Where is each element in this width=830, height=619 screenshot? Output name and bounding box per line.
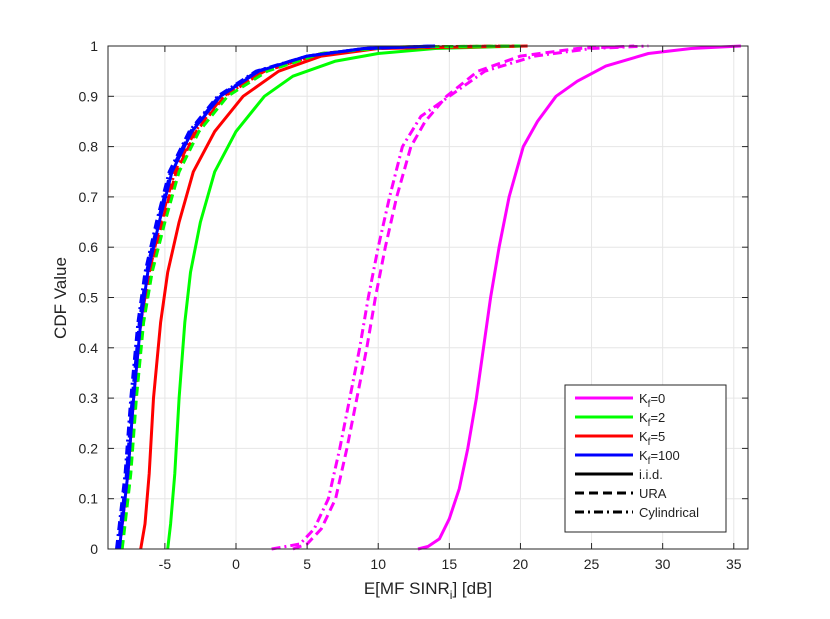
legend-entry-suffix: =0: [650, 391, 665, 406]
legend-entry-4: i.i.d.: [639, 467, 663, 482]
y-tick-label: 0.3: [79, 390, 99, 406]
legend-entry-suffix: =5: [650, 429, 665, 444]
x-tick-label: 0: [232, 556, 240, 572]
x-tick-label: 30: [655, 556, 671, 572]
y-tick-label: 0.8: [79, 139, 99, 155]
legend-entry-main: K: [639, 410, 648, 425]
x-axis-label: E[MF SINRi] [dB]: [364, 579, 492, 602]
ticks-group: -5 0 5 10 15 20 25 30 35 0 0.1 0.2 0.3 0.4 0.5 0.6 0.7 0.…: [79, 38, 748, 572]
legend-entry-2: Kf=5: [639, 429, 665, 448]
y-tick-label: 0.2: [79, 440, 99, 456]
x-tick-label: -5: [159, 556, 172, 572]
y-tick-label: 0.1: [79, 491, 99, 507]
legend-entry-sub: f: [648, 456, 651, 467]
x-tick-label: 20: [513, 556, 529, 572]
series-line-10: [117, 44, 436, 550]
legend-entry-0: Kf=0: [639, 391, 665, 410]
x-tick-label: 5: [303, 556, 311, 572]
series-line-0: [417, 44, 741, 551]
series-line-1: [292, 44, 635, 551]
legend-entry-sub: f: [648, 399, 651, 410]
x-axis-label-main: E[MF SINR: [364, 579, 450, 598]
y-tick-label: 1: [90, 38, 98, 54]
legend-entry-main: K: [639, 448, 648, 463]
legend-box: [564, 384, 727, 533]
series-line-3: [166, 44, 521, 550]
legend-entry-suffix: =100: [650, 448, 679, 463]
y-tick-label: 0.6: [79, 239, 99, 255]
series-line-4: [139, 44, 528, 550]
legend-entry-sub: f: [648, 437, 651, 448]
y-axis-label: CDF Value: [51, 257, 70, 339]
y-tick-label: 0.4: [79, 340, 99, 356]
x-tick-label: 25: [584, 556, 600, 572]
series-line-2: [271, 44, 649, 551]
legend-entry-5: URA: [639, 486, 667, 501]
x-axis-label-suffix: ] [dB]: [452, 579, 492, 598]
y-tick-label: 0.7: [79, 189, 99, 205]
y-tick-label: 0: [90, 541, 98, 557]
y-tick-label: 0.9: [79, 88, 99, 104]
legend-entry-main: Cylindrical: [639, 505, 699, 520]
legend-entry-sub: f: [648, 418, 651, 429]
x-axis-label-subscript: i: [450, 588, 453, 602]
y-tick-label: 0.5: [79, 290, 99, 306]
x-tick-label: 35: [726, 556, 742, 572]
legend-entry-6: Cylindrical: [639, 505, 699, 520]
series-group: [115, 44, 741, 551]
legend-entry-1: Kf=2: [639, 410, 665, 429]
legend-entry-main: i.i.d.: [639, 467, 663, 482]
series-line-9: [115, 44, 436, 550]
legend-entry-main: K: [639, 391, 648, 406]
x-tick-label: 10: [370, 556, 386, 572]
x-tick-label: 15: [442, 556, 458, 572]
legend-entry-3: Kf=100: [639, 448, 680, 467]
legend-entry-suffix: =2: [650, 410, 665, 425]
legend-entry-main: K: [639, 429, 648, 444]
legend-entry-main: URA: [639, 486, 667, 501]
